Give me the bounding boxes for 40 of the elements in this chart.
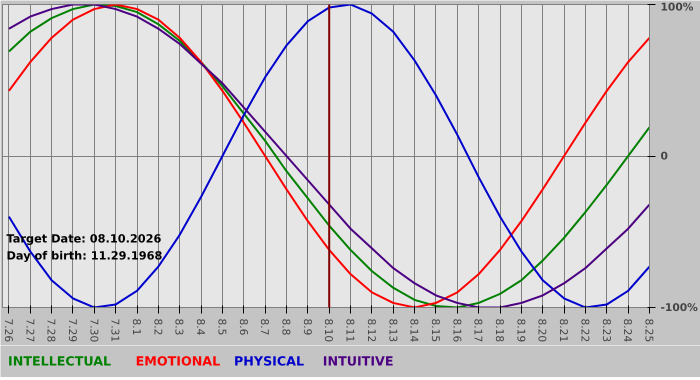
line-series: [8, 4, 650, 308]
x-tick-label: 8.2: [151, 318, 164, 336]
x-tick-label: 8.8: [279, 318, 292, 336]
x-tick-label: 8.16: [450, 318, 464, 342]
x-tick-label: 8.7: [258, 318, 272, 336]
x-tick-label: 8.19: [514, 318, 528, 342]
x-tick-label: 7.26: [2, 318, 15, 342]
x-tick-label: 8.15: [428, 318, 442, 342]
x-tick-label: 8.13: [386, 318, 400, 342]
x-tick-label: 8.1: [130, 318, 144, 336]
x-tick-label: 8.17: [472, 318, 485, 342]
text: INTUITIVE: [322, 354, 394, 368]
x-tick-label: 7.29: [66, 318, 79, 342]
text: EMOTIONAL: [136, 354, 220, 368]
x-tick-label: 8.25: [642, 318, 656, 342]
x-tick-label: 8.18: [493, 318, 506, 342]
text: INTELLECTUAL: [8, 354, 112, 368]
x-tick-label: 7.27: [23, 318, 36, 342]
x-tick-label: 8.24: [621, 318, 634, 342]
y-tick-label: 100%: [660, 0, 694, 14]
annotation: Day of birth: 11.29.1968: [6, 248, 162, 262]
x-tick-label: 8.6: [236, 318, 250, 336]
x-tick-label: 7.31: [108, 318, 122, 342]
x-tick-label: 8.22: [578, 318, 592, 342]
x-tick-label: 8.10: [322, 318, 336, 342]
y-tick-label: -100%: [660, 301, 698, 314]
x-tick-label: 8.12: [364, 318, 378, 342]
x-tick-label: 7.28: [44, 318, 58, 342]
x-tick-label: 8.9: [300, 318, 314, 336]
y-tick-label: 0: [660, 150, 668, 162]
x-tick-label: 8.23: [600, 318, 613, 342]
x-tick-label: 8.3: [172, 318, 186, 336]
x-tick-label: 8.11: [344, 318, 357, 342]
x-tick-label: 8.20: [536, 318, 549, 342]
x-tick-label: 7.30: [87, 318, 100, 342]
text: PHYSICAL: [234, 354, 304, 368]
x-tick-label: 8.5: [215, 318, 228, 336]
x-tick-label: 8.21: [557, 318, 570, 342]
x-tick-label: 8.4: [194, 318, 208, 336]
x-tick-label: 8.14: [408, 318, 421, 342]
